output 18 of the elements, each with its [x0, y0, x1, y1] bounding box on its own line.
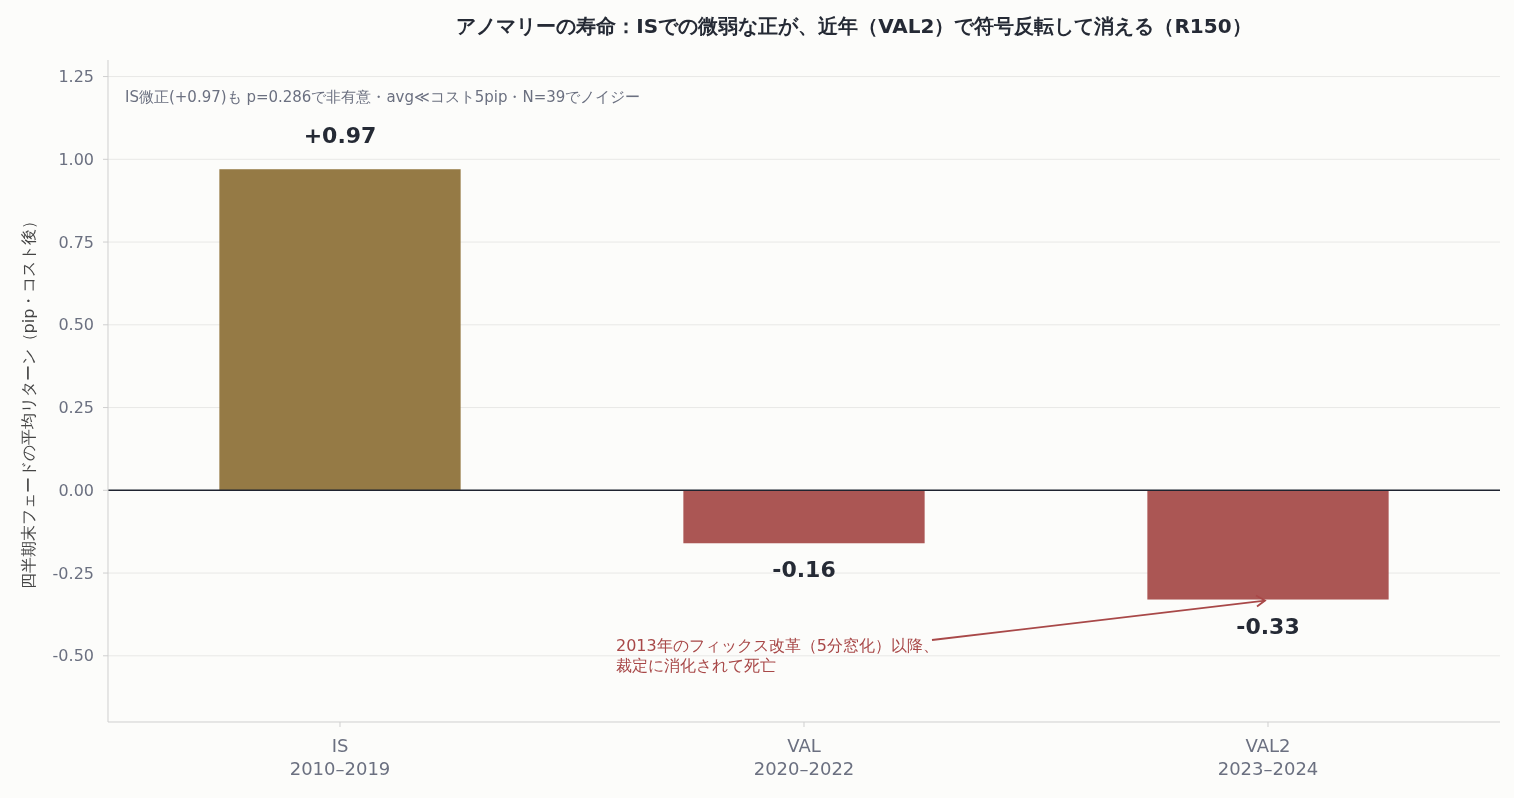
- data-label: -0.16: [772, 557, 836, 583]
- annotation: IS微正(+0.97)も p=0.286で非有意・avg≪コスト5pip・N=39でノイジー: [125, 88, 641, 106]
- x-tick-label: IS 2010–2019: [289, 735, 391, 779]
- y-tick-label: 0.00: [58, 480, 94, 500]
- y-tick-label: 0.50: [58, 315, 94, 335]
- data-label: +0.97: [303, 123, 377, 149]
- y-tick-label: -0.50: [52, 646, 94, 666]
- annotation: 2013年のフィックス改革（5分窓化）以降、裁定に消化されて死亡: [616, 636, 939, 675]
- y-axis-title: 四半期末フェードの平均リターン（pip・コスト後）: [19, 212, 38, 590]
- y-tick-label: -0.25: [52, 563, 94, 583]
- y-tick-label: 0.75: [58, 232, 94, 252]
- data-label: -0.33: [1236, 613, 1300, 639]
- x-tick-label: VAL2 2023–2024: [1217, 735, 1319, 779]
- y-tick-label: 1.25: [58, 67, 94, 87]
- chart-title: アノマリーの寿命：ISでの微弱な正が、近年（VAL2）で符号反転して消える（R150）: [456, 14, 1252, 38]
- y-tick-label: 1.00: [58, 149, 94, 169]
- y-tick-label: 0.25: [58, 398, 94, 418]
- x-tick-label: VAL 2020–2022: [753, 735, 855, 779]
